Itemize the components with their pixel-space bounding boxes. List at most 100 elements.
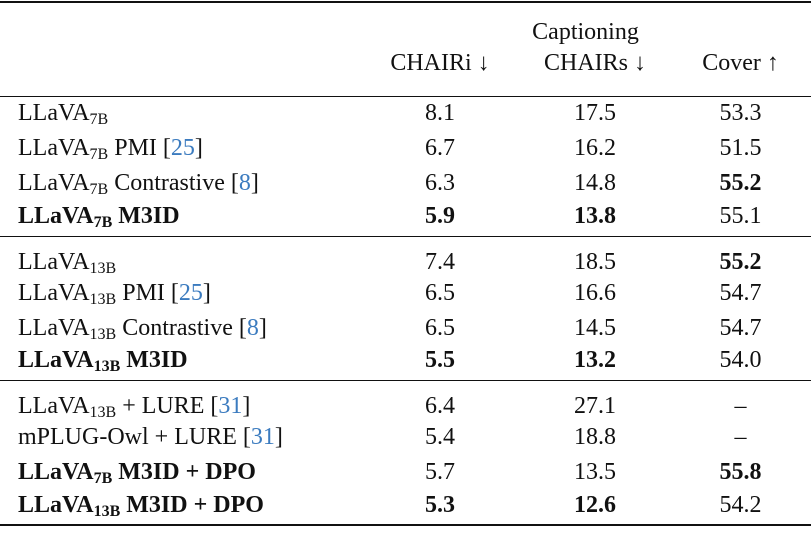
table-header: Captioning CHAIRi ↓ CHAIRs ↓ Cover ↑: [0, 2, 811, 96]
column-header: CHAIRi ↓: [390, 50, 490, 76]
column-header: Cover ↑: [702, 50, 779, 76]
subscript: 13B: [89, 325, 117, 343]
value-cell: 51.5: [719, 135, 762, 161]
value-cell: 55.2: [719, 170, 762, 196]
value-cell: 53.3: [719, 100, 762, 127]
method-text: M3ID + DPO: [112, 459, 256, 485]
citation[interactable]: 25: [170, 135, 195, 161]
column-header: CHAIRs ↓: [543, 50, 646, 76]
value-cell: 54.0: [719, 347, 762, 374]
method-text: LLaVA: [18, 248, 90, 275]
value-cell: 54.2: [719, 491, 762, 518]
subscript: 7B: [89, 181, 109, 198]
subscript: 13B: [93, 358, 121, 376]
method-cell: LLaVA7B PMI [25]: [0, 131, 360, 166]
method-text: LLaVA: [18, 347, 94, 374]
value-cell: 17.5: [574, 100, 616, 127]
table-row: LLaVA13B + LURE [31] 6.4 27.1 –: [0, 381, 811, 421]
method-cell: LLaVA13B PMI [25]: [0, 276, 360, 311]
method-text: LLaVA: [18, 314, 90, 341]
method-text: LLaVA: [18, 279, 90, 306]
value-cell: –: [734, 393, 747, 419]
method-text: LLaVA: [18, 100, 90, 127]
subscript: 13B: [89, 290, 117, 308]
method-text: ]: [274, 424, 283, 450]
value-cell: 5.3: [425, 491, 455, 518]
subscript: 7B: [89, 146, 109, 163]
method-text: LLaVA: [18, 135, 90, 161]
value-cell: 54.7: [719, 314, 762, 341]
subscript: 13B: [89, 259, 117, 277]
method-text: LLaVA: [18, 459, 94, 485]
value-cell: 13.5: [574, 459, 616, 485]
value-cell: 7.4: [425, 248, 455, 275]
value-cell: 13.2: [574, 347, 616, 374]
citation[interactable]: 8: [246, 314, 259, 341]
table-row: LLaVA7B M3ID 5.9 13.8 55.1: [0, 201, 811, 236]
table-row: LLaVA7B PMI [25] 6.7 16.2 51.5: [0, 131, 811, 166]
method-text: M3ID + DPO: [120, 491, 264, 518]
table-row: LLaVA13B M3ID + DPO 5.3 12.6 54.2: [0, 490, 811, 525]
table-row: LLaVA7B M3ID + DPO 5.7 13.5 55.8: [0, 455, 811, 490]
method-text: Contrastive [: [116, 314, 247, 341]
method-text: LLaVA: [18, 491, 94, 518]
subscript: 7B: [93, 470, 113, 487]
method-text: ]: [258, 314, 267, 341]
subscript: 7B: [93, 213, 113, 231]
table-row: LLaVA7B Contrastive [8] 6.3 14.8 55.2: [0, 166, 811, 201]
method-text: M3ID: [120, 347, 188, 374]
value-cell: 6.3: [425, 170, 455, 196]
value-cell: 13.8: [574, 202, 616, 229]
method-text: ]: [250, 170, 259, 196]
table-row: LLaVA13B M3ID 5.5 13.2 54.0: [0, 346, 811, 381]
value-cell: 5.5: [425, 347, 455, 374]
value-cell: 55.1: [719, 202, 762, 229]
table-row: mPLUG-Owl + LURE [31] 5.4 18.8 –: [0, 420, 811, 455]
value-cell: 18.8: [574, 424, 616, 450]
row-group: LLaVA13B 7.4 18.5 55.2 LLaVA13B PMI [25] 6.5 1…: [0, 236, 811, 381]
citation[interactable]: 8: [238, 170, 251, 196]
value-cell: 8.1: [425, 100, 455, 127]
method-cell: LLaVA7B M3ID + DPO: [0, 455, 360, 490]
table-row: LLaVA13B 7.4 18.5 55.2: [0, 236, 811, 277]
citation[interactable]: 31: [218, 393, 243, 419]
value-cell: 16.6: [574, 279, 616, 306]
method-cell: LLaVA7B: [0, 96, 360, 131]
method-cell: LLaVA13B M3ID: [0, 346, 360, 381]
value-cell: 5.7: [425, 459, 455, 485]
row-group: LLaVA7B 8.1 17.5 53.3 LLaVA7B PMI [25] 6.7 16.…: [0, 96, 811, 236]
value-cell: –: [734, 424, 747, 450]
value-cell: 14.8: [574, 170, 616, 196]
value-cell: 6.5: [425, 279, 455, 306]
method-text: ]: [202, 279, 211, 306]
subscript: 13B: [89, 404, 117, 421]
value-cell: 6.5: [425, 314, 455, 341]
value-cell: 6.4: [425, 393, 455, 419]
method-cell: LLaVA7B Contrastive [8]: [0, 166, 360, 201]
method-cell: LLaVA13B + LURE [31]: [0, 381, 360, 421]
value-cell: 5.9: [425, 202, 455, 229]
method-text: mPLUG-Owl + LURE [: [18, 424, 251, 450]
table-row: LLaVA13B PMI [25] 6.5 16.6 54.7: [0, 276, 811, 311]
table-row: LLaVA7B 8.1 17.5 53.3: [0, 96, 811, 131]
value-cell: 12.6: [574, 491, 616, 518]
value-cell: 55.2: [719, 248, 762, 275]
citation[interactable]: 31: [250, 424, 275, 450]
value-cell: 54.7: [719, 279, 762, 306]
citation[interactable]: 25: [178, 279, 203, 306]
value-cell: 18.5: [574, 248, 616, 275]
method-cell: LLaVA13B M3ID + DPO: [0, 490, 360, 525]
subscript: 7B: [89, 111, 109, 129]
method-cell: LLaVA7B M3ID: [0, 201, 360, 236]
method-cell: LLaVA13B: [0, 236, 360, 277]
method-text: ]: [242, 393, 251, 419]
value-cell: 6.7: [425, 135, 455, 161]
method-text: LLaVA: [18, 202, 94, 229]
method-text: PMI [: [108, 135, 171, 161]
value-cell: 27.1: [574, 393, 616, 419]
method-text: PMI [: [116, 279, 179, 306]
method-cell: LLaVA13B Contrastive [8]: [0, 311, 360, 346]
method-text: M3ID: [112, 202, 180, 229]
table-row: LLaVA13B Contrastive [8] 6.5 14.5 54.7: [0, 311, 811, 346]
method-text: Contrastive [: [108, 170, 239, 196]
